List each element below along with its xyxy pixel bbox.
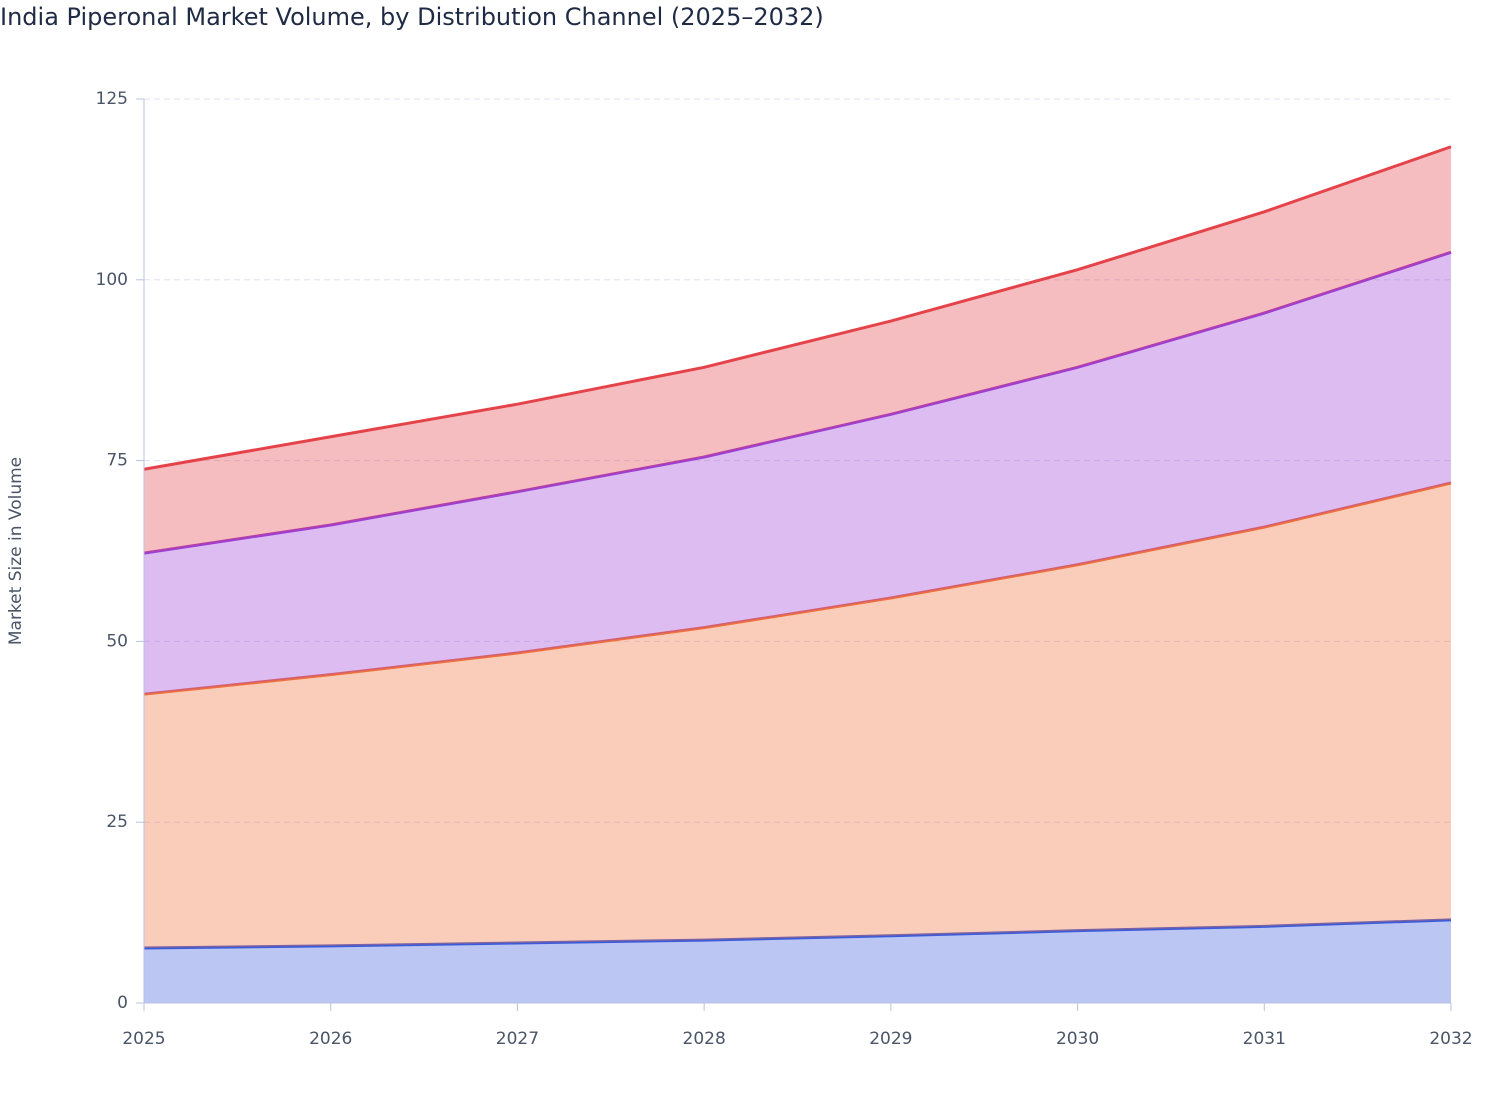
area bbox=[144, 252, 1451, 695]
x-tick-label: 2032 bbox=[1429, 1029, 1472, 1049]
x-tick-label: 2027 bbox=[496, 1029, 539, 1049]
x-tick-label: 2029 bbox=[869, 1029, 912, 1049]
chart-title: India Piperonal Market Volume, by Distri… bbox=[0, 3, 824, 31]
y-tick-label: 0 bbox=[117, 993, 128, 1013]
x-tick-label: 2026 bbox=[309, 1029, 352, 1049]
area bbox=[144, 919, 1451, 1003]
x-tick-label: 2030 bbox=[1056, 1029, 1099, 1049]
line bbox=[143, 918, 1452, 950]
area bbox=[144, 483, 1451, 949]
y-tick-label: 50 bbox=[106, 631, 128, 651]
y-tick-label: 25 bbox=[106, 812, 128, 832]
area bbox=[144, 146, 1451, 554]
x-tick-label: 2025 bbox=[122, 1029, 165, 1049]
y-axis-title: Market Size in Volume bbox=[6, 457, 26, 645]
y-tick-label: 125 bbox=[96, 89, 128, 109]
line bbox=[143, 145, 1452, 471]
x-tick-label: 2028 bbox=[683, 1029, 726, 1049]
y-tick-label: 75 bbox=[106, 451, 128, 471]
line bbox=[143, 250, 1452, 555]
x-tick-label: 2031 bbox=[1243, 1029, 1286, 1049]
line bbox=[143, 481, 1452, 696]
y-tick-label: 100 bbox=[96, 270, 128, 290]
